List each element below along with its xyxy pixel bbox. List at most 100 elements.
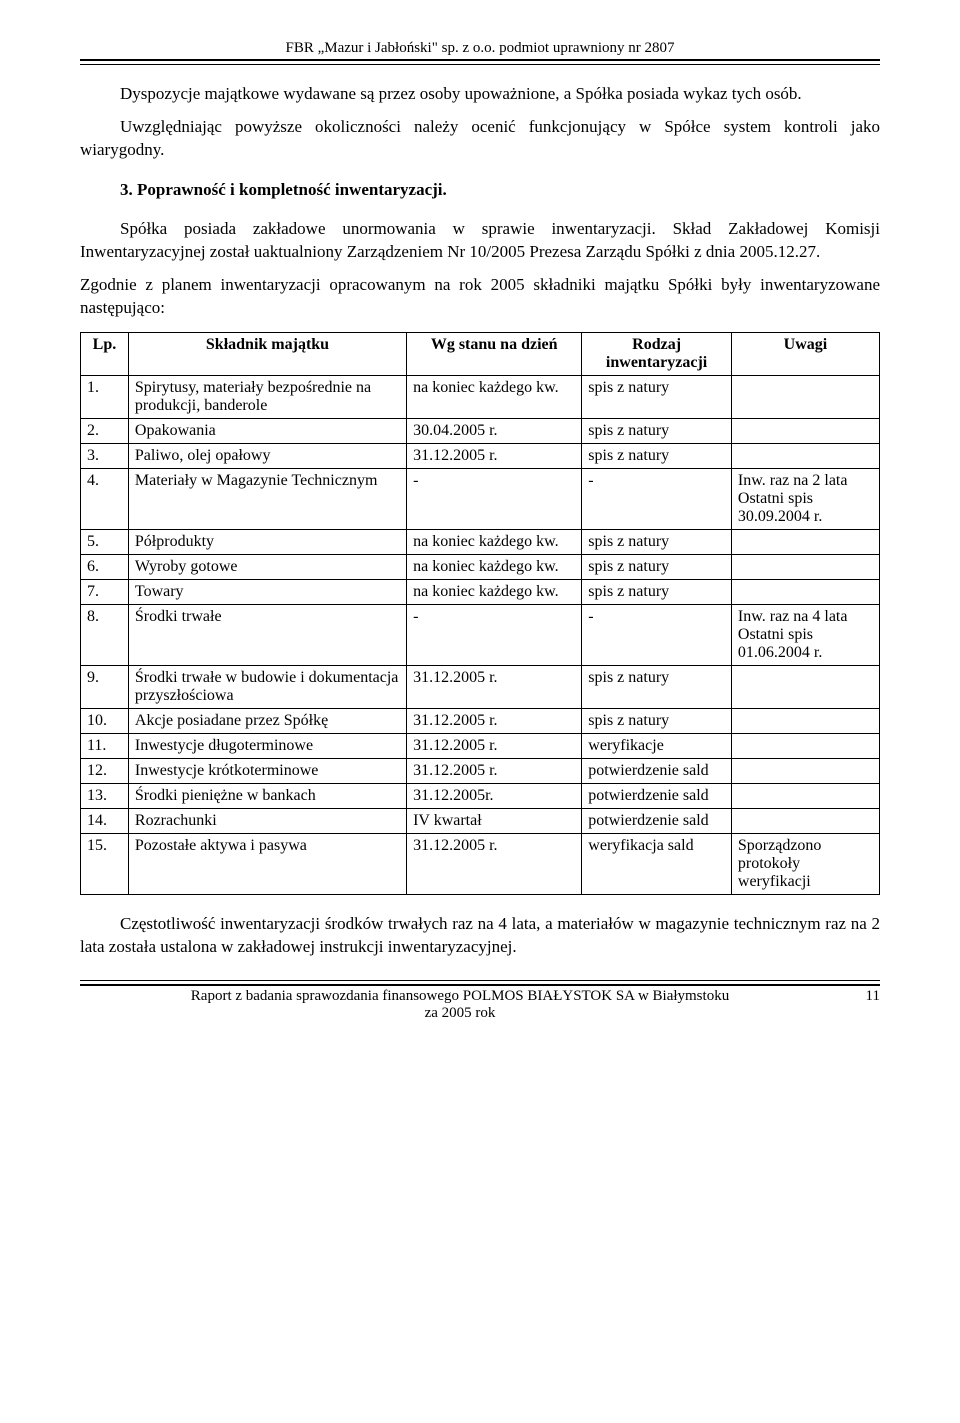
page-number: 11 (840, 988, 880, 1022)
cell-lp: 3. (81, 443, 129, 468)
cell-stan: 31.12.2005 r. (407, 733, 582, 758)
table-row: 14.RozrachunkiIV kwartałpotwierdzenie sa… (81, 808, 880, 833)
cell-rodzaj: spis z natury (582, 665, 732, 708)
cell-stan: na koniec każdego kw. (407, 375, 582, 418)
cell-name: Rozrachunki (128, 808, 406, 833)
cell-rodzaj: weryfikacje (582, 733, 732, 758)
header-rule (80, 59, 880, 65)
section-3-heading: 3. Poprawność i kompletność inwentaryzac… (120, 180, 880, 200)
cell-lp: 8. (81, 604, 129, 665)
cell-stan: na koniec każdego kw. (407, 579, 582, 604)
table-row: 1.Spirytusy, materiały bezpośrednie na p… (81, 375, 880, 418)
paragraph-4: Zgodnie z planem inwentaryzacji opracowa… (80, 274, 880, 320)
cell-stan: 31.12.2005r. (407, 783, 582, 808)
cell-stan: - (407, 468, 582, 529)
cell-stan: na koniec każdego kw. (407, 554, 582, 579)
cell-lp: 15. (81, 833, 129, 894)
cell-stan: 31.12.2005 r. (407, 758, 582, 783)
footer-line-1: Raport z badania sprawozdania finansoweg… (191, 988, 729, 1004)
cell-uwagi (731, 375, 879, 418)
cell-lp: 12. (81, 758, 129, 783)
cell-rodzaj: weryfikacja sald (582, 833, 732, 894)
cell-name: Pozostałe aktywa i pasywa (128, 833, 406, 894)
cell-rodzaj: spis z natury (582, 375, 732, 418)
cell-uwagi (731, 783, 879, 808)
cell-lp: 6. (81, 554, 129, 579)
table-row: 15.Pozostałe aktywa i pasywa31.12.2005 r… (81, 833, 880, 894)
cell-uwagi (731, 758, 879, 783)
paragraph-5: Częstotliwość inwentaryzacji środków trw… (80, 913, 880, 959)
cell-lp: 5. (81, 529, 129, 554)
col-lp: Lp. (81, 332, 129, 375)
cell-name: Paliwo, olej opałowy (128, 443, 406, 468)
cell-lp: 9. (81, 665, 129, 708)
table-row: 11.Inwestycje długoterminowe31.12.2005 r… (81, 733, 880, 758)
cell-uwagi: Inw. raz na 4 lata Ostatni spis 01.06.20… (731, 604, 879, 665)
paragraph-1: Dyspozycje majątkowe wydawane są przez o… (80, 83, 880, 106)
table-row: 3.Paliwo, olej opałowy31.12.2005 r.spis … (81, 443, 880, 468)
cell-name: Opakowania (128, 418, 406, 443)
table-row: 4.Materiały w Magazynie Technicznym--Inw… (81, 468, 880, 529)
cell-uwagi (731, 665, 879, 708)
cell-uwagi: Inw. raz na 2 lata Ostatni spis 30.09.20… (731, 468, 879, 529)
cell-rodzaj: spis z natury (582, 579, 732, 604)
col-stan: Wg stanu na dzień (407, 332, 582, 375)
cell-name: Środki trwałe w budowie i dokumentacja p… (128, 665, 406, 708)
cell-rodzaj: potwierdzenie sald (582, 758, 732, 783)
cell-stan: na koniec każdego kw. (407, 529, 582, 554)
table-row: 2.Opakowania30.04.2005 r.spis z natury (81, 418, 880, 443)
cell-stan: - (407, 604, 582, 665)
cell-name: Materiały w Magazynie Technicznym (128, 468, 406, 529)
cell-lp: 7. (81, 579, 129, 604)
cell-stan: 31.12.2005 r. (407, 833, 582, 894)
cell-rodzaj: - (582, 604, 732, 665)
cell-name: Akcje posiadane przez Spółkę (128, 708, 406, 733)
cell-uwagi (731, 418, 879, 443)
cell-rodzaj: spis z natury (582, 529, 732, 554)
cell-stan: 30.04.2005 r. (407, 418, 582, 443)
table-row: 13.Środki pieniężne w bankach31.12.2005r… (81, 783, 880, 808)
inventory-table: Lp. Składnik majątku Wg stanu na dzień R… (80, 332, 880, 895)
footer-rule (80, 980, 880, 986)
table-row: 5.Półproduktyna koniec każdego kw.spis z… (81, 529, 880, 554)
col-rodzaj: Rodzaj inwentaryzacji (582, 332, 732, 375)
table-row: 8.Środki trwałe--Inw. raz na 4 lata Osta… (81, 604, 880, 665)
cell-stan: IV kwartał (407, 808, 582, 833)
cell-rodzaj: spis z natury (582, 708, 732, 733)
cell-name: Spirytusy, materiały bezpośrednie na pro… (128, 375, 406, 418)
cell-name: Półprodukty (128, 529, 406, 554)
cell-lp: 2. (81, 418, 129, 443)
cell-uwagi (731, 579, 879, 604)
table-row: 9.Środki trwałe w budowie i dokumentacja… (81, 665, 880, 708)
cell-uwagi: Sporządzono protokoły weryfikacji (731, 833, 879, 894)
footer-line-2: za 2005 rok (425, 1005, 496, 1021)
cell-uwagi (731, 733, 879, 758)
cell-lp: 13. (81, 783, 129, 808)
cell-uwagi (731, 443, 879, 468)
cell-stan: 31.12.2005 r. (407, 708, 582, 733)
col-uwagi: Uwagi (731, 332, 879, 375)
cell-lp: 10. (81, 708, 129, 733)
cell-uwagi (731, 529, 879, 554)
col-name: Składnik majątku (128, 332, 406, 375)
cell-stan: 31.12.2005 r. (407, 665, 582, 708)
cell-name: Inwestycje długoterminowe (128, 733, 406, 758)
cell-uwagi (731, 554, 879, 579)
cell-lp: 11. (81, 733, 129, 758)
cell-lp: 1. (81, 375, 129, 418)
cell-rodzaj: potwierdzenie sald (582, 783, 732, 808)
table-row: 10.Akcje posiadane przez Spółkę31.12.200… (81, 708, 880, 733)
cell-rodzaj: spis z natury (582, 418, 732, 443)
cell-rodzaj: spis z natury (582, 443, 732, 468)
page-header: FBR „Mazur i Jabłoński" sp. z o.o. podmi… (80, 40, 880, 57)
paragraph-2: Uwzględniając powyższe okoliczności nale… (80, 116, 880, 162)
page-footer: Raport z badania sprawozdania finansoweg… (80, 988, 880, 1022)
cell-lp: 14. (81, 808, 129, 833)
cell-name: Środki trwałe (128, 604, 406, 665)
cell-rodzaj: spis z natury (582, 554, 732, 579)
cell-name: Środki pieniężne w bankach (128, 783, 406, 808)
cell-name: Wyroby gotowe (128, 554, 406, 579)
cell-rodzaj: potwierdzenie sald (582, 808, 732, 833)
cell-uwagi (731, 808, 879, 833)
cell-uwagi (731, 708, 879, 733)
